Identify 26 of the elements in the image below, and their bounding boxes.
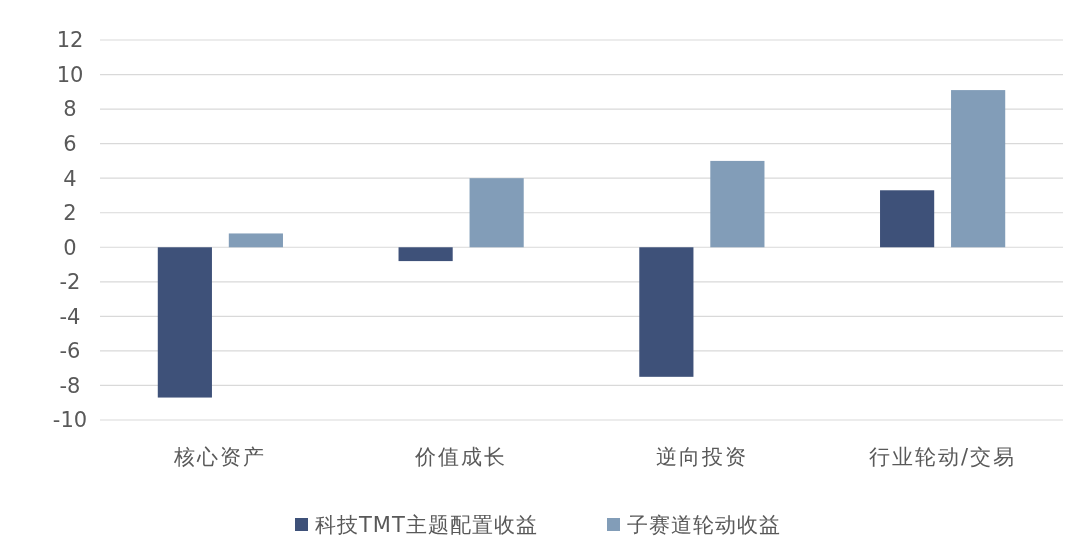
y-tick-label: -10 (52, 408, 88, 433)
bar (880, 190, 935, 248)
bar (639, 247, 694, 377)
y-tick-label: -2 (59, 270, 81, 295)
bar (157, 247, 212, 398)
y-tick-label: 4 (63, 166, 77, 191)
bar (951, 90, 1006, 248)
y-tick-label: 2 (63, 201, 77, 226)
x-tick-label: 价值成长 (414, 445, 508, 469)
y-tick-label: -4 (59, 304, 81, 329)
bar (228, 233, 283, 248)
x-tick-label: 核心资产 (173, 445, 267, 469)
y-tick-label: 8 (63, 97, 77, 122)
y-tick-label: 6 (63, 131, 77, 156)
legend-label: 科技TMT主题配置收益 (315, 513, 538, 538)
x-tick-label: 行业轮动/交易 (869, 445, 1017, 469)
y-tick-label: -6 (59, 339, 81, 364)
y-tick-label: -8 (59, 373, 81, 398)
bar (469, 178, 524, 248)
legend-label: 子赛道轮动收益 (627, 513, 781, 538)
bar (710, 160, 765, 248)
y-tick-label: 12 (56, 28, 84, 53)
y-tick-label: 0 (63, 235, 77, 260)
y-tick-label: 10 (56, 62, 84, 87)
x-tick-label: 逆向投资 (655, 445, 748, 469)
bar (398, 247, 453, 262)
